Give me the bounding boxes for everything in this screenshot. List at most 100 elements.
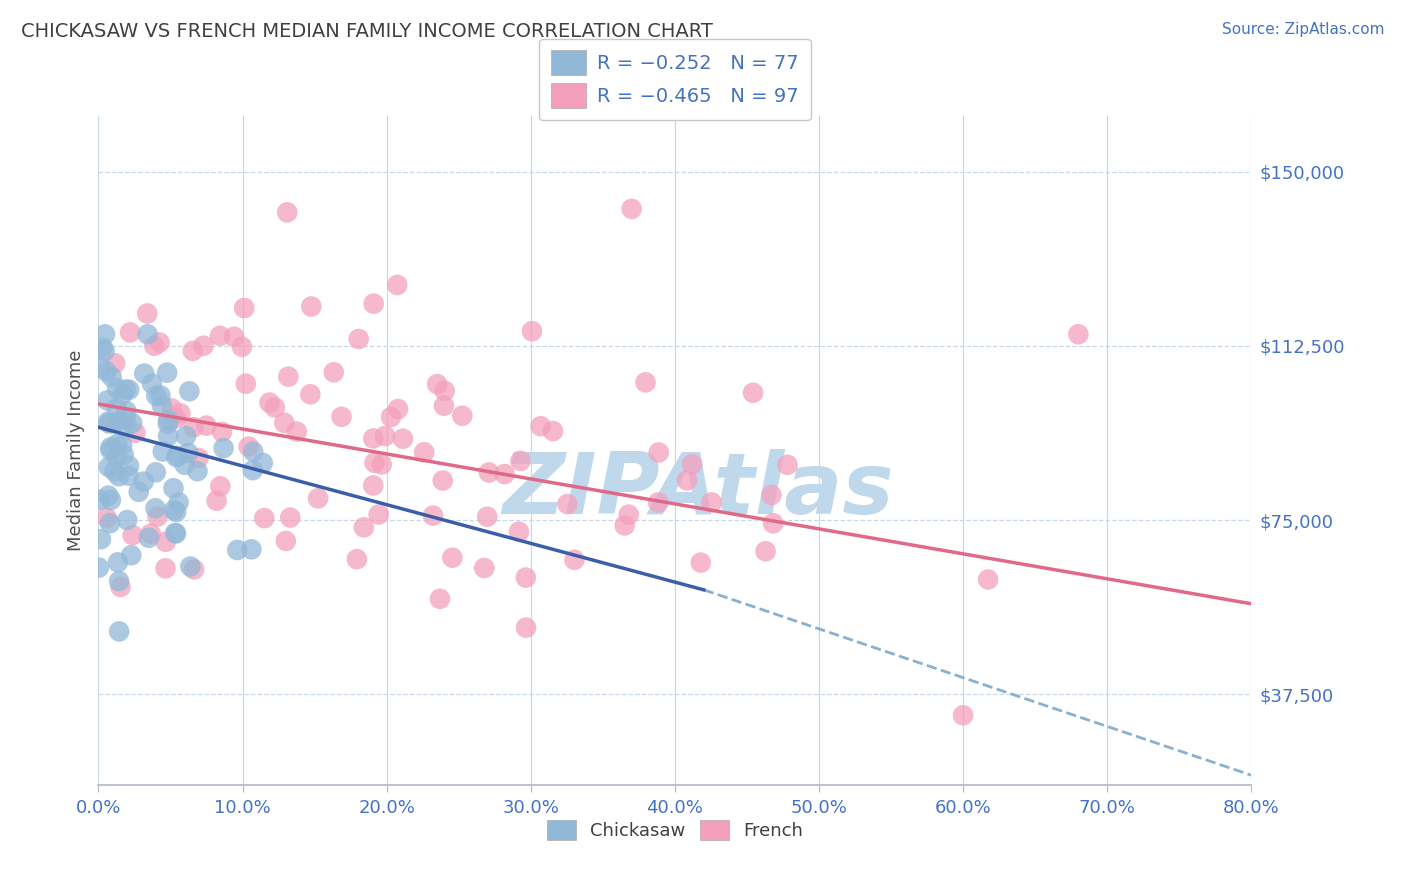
Point xyxy=(441,550,464,565)
Point xyxy=(374,429,396,443)
Point xyxy=(105,450,128,464)
Point xyxy=(263,401,285,415)
Point xyxy=(105,381,128,395)
Point xyxy=(152,444,174,458)
Point xyxy=(211,425,233,439)
Point xyxy=(278,510,301,524)
Point xyxy=(121,416,143,430)
Point xyxy=(110,580,132,594)
Point xyxy=(330,409,353,424)
Point xyxy=(174,429,197,443)
Point xyxy=(472,561,495,575)
Point xyxy=(141,376,163,391)
Point xyxy=(96,393,118,408)
Point xyxy=(259,395,281,409)
Point xyxy=(432,474,454,488)
Point xyxy=(105,401,128,415)
Point xyxy=(253,511,276,525)
Point xyxy=(186,464,208,478)
Point xyxy=(145,501,167,516)
Point xyxy=(145,466,167,480)
Point xyxy=(676,474,699,488)
Point xyxy=(108,624,131,639)
Point xyxy=(146,509,169,524)
Point xyxy=(179,559,201,574)
Point xyxy=(277,369,299,384)
Point xyxy=(238,440,260,454)
Point xyxy=(689,556,711,570)
Point xyxy=(118,383,141,397)
Point xyxy=(557,497,579,511)
Point xyxy=(165,526,187,541)
Point xyxy=(108,574,131,589)
Point xyxy=(115,412,138,426)
Point xyxy=(101,417,124,431)
Point xyxy=(117,513,139,527)
Point xyxy=(530,419,553,434)
Point xyxy=(94,327,117,342)
Point xyxy=(107,555,129,569)
Point xyxy=(91,341,114,355)
Point xyxy=(165,450,187,464)
Point xyxy=(155,561,177,575)
Text: Source: ZipAtlas.com: Source: ZipAtlas.com xyxy=(1222,22,1385,37)
Point xyxy=(367,508,389,522)
Point xyxy=(742,385,765,400)
Point xyxy=(136,327,159,342)
Point xyxy=(299,387,322,401)
Point xyxy=(166,449,188,463)
Point xyxy=(117,468,139,483)
Point xyxy=(97,417,120,431)
Point xyxy=(205,493,228,508)
Text: ZIPAtlas: ZIPAtlas xyxy=(502,449,894,533)
Point xyxy=(761,488,783,502)
Point xyxy=(700,495,723,509)
Point xyxy=(156,417,179,431)
Point xyxy=(242,463,264,477)
Point xyxy=(478,466,501,480)
Point xyxy=(273,416,295,430)
Point xyxy=(322,365,344,379)
Point xyxy=(276,205,298,219)
Point xyxy=(361,432,384,446)
Point xyxy=(209,479,232,493)
Point xyxy=(169,406,191,420)
Point xyxy=(515,621,537,635)
Y-axis label: Median Family Income: Median Family Income xyxy=(66,350,84,551)
Point xyxy=(193,339,215,353)
Point xyxy=(150,399,173,413)
Point xyxy=(183,562,205,576)
Point xyxy=(96,364,118,378)
Point xyxy=(115,404,138,418)
Point xyxy=(98,516,121,531)
Point xyxy=(564,553,586,567)
Point xyxy=(240,542,263,557)
Point xyxy=(179,384,201,399)
Point xyxy=(212,441,235,455)
Point xyxy=(433,384,456,398)
Point xyxy=(108,414,131,428)
Point xyxy=(520,324,543,338)
Point xyxy=(285,425,308,439)
Point xyxy=(508,524,530,539)
Point xyxy=(120,548,142,562)
Point xyxy=(226,543,249,558)
Point xyxy=(235,376,257,391)
Point xyxy=(422,508,444,523)
Point xyxy=(100,493,122,508)
Point xyxy=(132,475,155,489)
Point xyxy=(426,377,449,392)
Point xyxy=(647,495,669,509)
Point xyxy=(952,708,974,723)
Point xyxy=(138,531,160,545)
Point xyxy=(307,491,329,506)
Point xyxy=(105,437,128,451)
Point xyxy=(299,300,322,314)
Point xyxy=(363,296,385,310)
Point xyxy=(90,360,112,375)
Point xyxy=(494,467,516,481)
Point xyxy=(136,306,159,320)
Point xyxy=(163,503,186,517)
Point xyxy=(346,552,368,566)
Point xyxy=(111,387,134,401)
